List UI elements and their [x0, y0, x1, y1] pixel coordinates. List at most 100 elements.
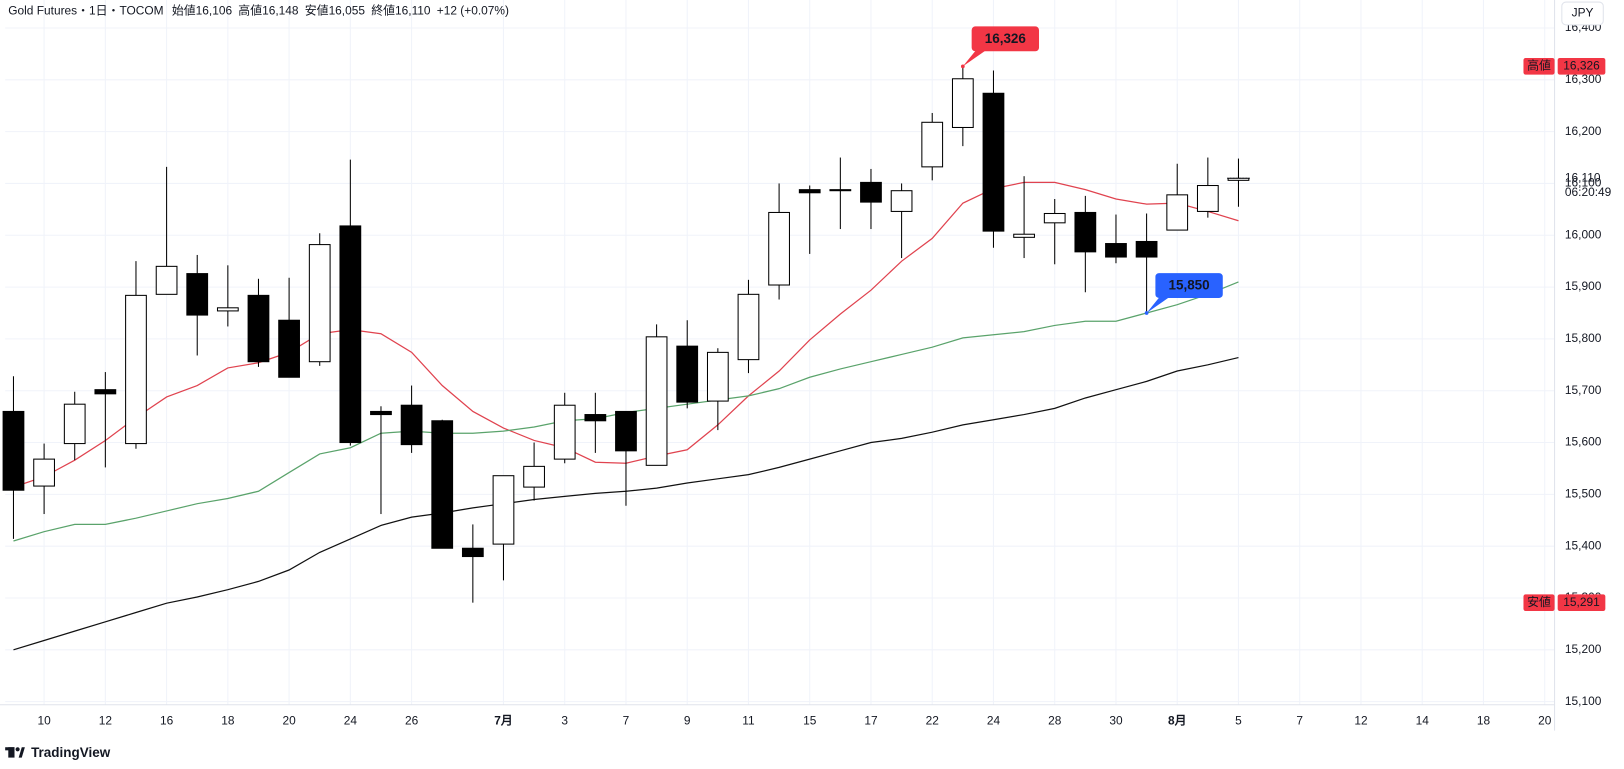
candle-body	[645, 336, 668, 466]
y-tick-label: 15,900	[1565, 279, 1602, 293]
y-tick-label: 15,100	[1565, 694, 1602, 708]
countdown: 06:20:49	[1565, 185, 1612, 199]
x-tick-label: 26	[405, 713, 419, 727]
x-tick-label: 17	[864, 713, 878, 727]
symbol: Gold Futures・1日・TOCOM	[8, 4, 163, 18]
candle-body	[921, 121, 944, 168]
candle-body	[216, 307, 239, 312]
candle-body	[523, 465, 545, 488]
x-tick-label: 9	[684, 713, 691, 727]
plot: 16,326 15,850	[2, 26, 1250, 651]
x-tick-label: 12	[1354, 713, 1368, 727]
callout-box	[1155, 273, 1223, 298]
x-tick-label: 3	[561, 713, 568, 727]
candle-body	[339, 225, 362, 444]
callout-pointer	[962, 49, 987, 67]
candle-body	[553, 404, 576, 460]
brand: TradingView	[31, 745, 111, 760]
price-tag-name-box	[1523, 58, 1555, 75]
candle-body	[33, 458, 55, 487]
callout-label: 16,326	[985, 31, 1026, 46]
callout-pointer	[1146, 296, 1171, 313]
price-tag-name: 高値	[1527, 58, 1551, 72]
candle-body	[829, 189, 852, 192]
x-tick-label: 7月	[494, 713, 513, 727]
grid	[5, 0, 1555, 705]
candle-body	[63, 403, 86, 445]
candle-body	[1166, 194, 1189, 231]
candle-body	[2, 410, 25, 491]
x-tick-label: 16	[160, 713, 174, 727]
currency[interactable]: JPY	[1572, 6, 1594, 20]
x-tick-label: 8月	[1168, 713, 1187, 727]
price-tag-name: 安値	[1527, 595, 1551, 609]
callout-dot	[1144, 311, 1149, 315]
x-tick-label: 7	[1296, 713, 1303, 727]
field-label: 始値	[172, 4, 196, 18]
y-tick-label: 15,500	[1565, 486, 1602, 500]
candle-body	[461, 547, 484, 558]
y-tick-label: 16,000	[1565, 227, 1602, 241]
price-tag-value: 15,291	[1563, 595, 1600, 609]
field-value: 16,106	[196, 4, 233, 18]
y-tick-label: 15,600	[1565, 435, 1602, 449]
field-label: 終値	[371, 4, 395, 18]
callout-box	[971, 26, 1040, 52]
y-tick-label: 16,200	[1565, 124, 1602, 138]
candle-body	[94, 389, 117, 395]
x-tick-label: 30	[1109, 713, 1123, 727]
x-tick-label: 7	[623, 713, 630, 727]
candle-body	[1013, 233, 1035, 238]
x-tick-label: 18	[1477, 713, 1491, 727]
candle-body	[860, 181, 882, 203]
change: +12 (+0.07%)	[437, 4, 509, 18]
y-tick-label: 15,800	[1565, 331, 1602, 345]
candle-body	[431, 420, 454, 549]
candle-body	[890, 190, 913, 212]
price-tag-value: 16,326	[1563, 58, 1600, 72]
last-price-label: 16,110	[1565, 170, 1601, 184]
candle-body	[155, 265, 178, 295]
candle-body	[1043, 212, 1066, 224]
x-tick-label: 11	[742, 713, 755, 727]
header: Gold Futures・1日・TOCOM 始値16,106 高値16,148 安値1…	[8, 4, 509, 18]
field-label: 安値	[305, 4, 329, 18]
candle-body	[492, 475, 515, 545]
candle-body	[1074, 211, 1097, 253]
y-tick-label: 15,400	[1565, 538, 1602, 552]
x-tick-label: 15	[803, 713, 817, 727]
currency-button[interactable]	[1561, 1, 1604, 26]
x-tick-label: 10	[37, 713, 51, 727]
candle-body	[768, 211, 790, 286]
candle-body	[676, 345, 699, 403]
y-tick-label: 16,100	[1565, 176, 1602, 190]
candle-body	[951, 78, 974, 128]
candle-body	[798, 189, 821, 194]
y-tick-label: 16,300	[1565, 72, 1602, 86]
x-tick-label: 20	[1538, 713, 1552, 727]
field-value: 16,110	[395, 4, 431, 18]
callout-label: 15,850	[1168, 278, 1209, 293]
x-tick-label: 12	[99, 713, 113, 727]
candle-body	[1227, 177, 1250, 181]
candle-body	[1196, 184, 1219, 212]
brand-logo	[5, 747, 25, 758]
x-tick-label: 24	[987, 713, 1001, 727]
x-tick-label: 28	[1048, 713, 1062, 727]
field-value: 16,055	[329, 4, 366, 18]
x-tick-label: 18	[221, 713, 235, 727]
y-tick-label: 15,700	[1565, 383, 1602, 397]
price-tag-value-box	[1557, 58, 1606, 75]
x-tick-label: 20	[282, 713, 296, 727]
x-tick-label: 22	[926, 713, 940, 727]
price-tag-name-box	[1523, 594, 1555, 611]
candle-body	[370, 410, 392, 416]
field-value: 16,148	[262, 4, 299, 18]
x-tick-label: 5	[1235, 713, 1242, 727]
field-label: 高値	[238, 4, 262, 18]
candle-body	[1105, 243, 1127, 258]
callout-dot	[960, 64, 965, 69]
